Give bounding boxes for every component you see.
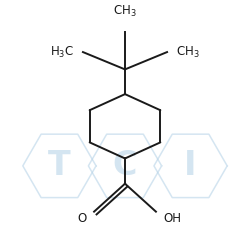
- Text: CH$_3$: CH$_3$: [176, 44, 200, 60]
- Text: I: I: [184, 150, 197, 182]
- Text: OH: OH: [163, 212, 181, 225]
- Text: C: C: [113, 150, 137, 182]
- Text: CH$_3$: CH$_3$: [113, 4, 137, 19]
- Text: H$_3$C: H$_3$C: [50, 44, 74, 60]
- Text: T: T: [48, 150, 71, 182]
- Text: O: O: [78, 212, 87, 225]
